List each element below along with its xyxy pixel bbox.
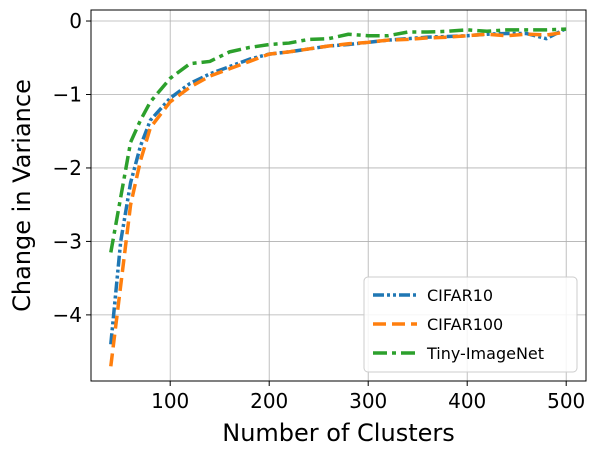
x-tick-label: 200 xyxy=(250,389,288,413)
series-lines xyxy=(109,26,568,367)
series-line-cifar100 xyxy=(109,30,567,367)
legend-label: Tiny-ImageNet xyxy=(426,344,544,363)
legend: CIFAR10 CIFAR100 Tiny-ImageNet xyxy=(363,276,578,373)
x-tick-label: 400 xyxy=(448,389,486,413)
legend-box xyxy=(363,276,578,373)
y-axis-label: Change in Variance xyxy=(8,79,36,312)
x-tick-label: 300 xyxy=(349,389,387,413)
series-line-cifar10 xyxy=(109,26,568,345)
legend-label: CIFAR100 xyxy=(427,315,503,334)
plot-frame xyxy=(90,9,587,382)
y-tick-label: −2 xyxy=(53,156,82,180)
x-tick-label: 500 xyxy=(547,389,585,413)
x-axis-label: Number of Clusters xyxy=(222,419,455,447)
series-line-tiny-imagenet xyxy=(109,27,567,253)
y-tick-label: −4 xyxy=(53,303,82,327)
x-tick-label: 100 xyxy=(151,389,189,413)
y-tick-label: −1 xyxy=(53,82,82,106)
axis-ticks: 100 200 300 400 500 0 −1 −2 −3 −4 xyxy=(53,9,586,413)
y-tick-label: −3 xyxy=(53,229,82,253)
y-tick-label: 0 xyxy=(69,9,82,33)
legend-label: CIFAR10 xyxy=(427,286,493,305)
